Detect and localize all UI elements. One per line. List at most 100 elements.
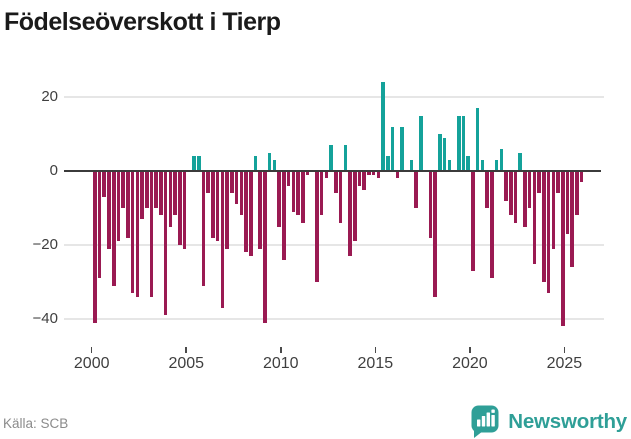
bar-2022-q4 bbox=[523, 171, 527, 227]
bar-2025-q3 bbox=[575, 171, 579, 216]
bar-2009-q2 bbox=[267, 152, 272, 171]
bar-2019-q4 bbox=[466, 156, 471, 171]
bar-2022-q2 bbox=[513, 171, 518, 223]
bar-2002-q1 bbox=[130, 171, 135, 294]
bar-2017-q4 bbox=[428, 171, 433, 238]
x-axis-tick-mark bbox=[469, 347, 471, 353]
newsworthy-badge-icon bbox=[470, 404, 501, 439]
x-axis-tick-label: 2010 bbox=[262, 355, 299, 372]
bar-2013-q3 bbox=[348, 171, 352, 257]
bar-2014-q2 bbox=[362, 171, 367, 190]
bar-2002-q3 bbox=[140, 171, 144, 220]
bar-2025-q4 bbox=[579, 171, 584, 183]
bar-2020-q2 bbox=[475, 108, 480, 171]
bar-2003-q3 bbox=[159, 171, 163, 216]
bar-2005-q2 bbox=[192, 156, 196, 171]
zero-axis-line bbox=[64, 169, 601, 173]
y-axis-tick-label: 20 bbox=[41, 88, 58, 105]
bar-2009-q4 bbox=[277, 171, 281, 227]
bar-2004-q3 bbox=[178, 171, 182, 245]
bar-2010-q1 bbox=[282, 171, 286, 260]
bar-2024-q4 bbox=[560, 171, 565, 327]
y-axis-tick-label: 0 bbox=[49, 162, 58, 179]
bar-2001-q1 bbox=[111, 171, 116, 286]
bar-2021-q4 bbox=[504, 171, 508, 201]
bar-2010-q3 bbox=[291, 171, 296, 212]
bar-2018-q3 bbox=[442, 137, 447, 171]
gridline bbox=[64, 244, 604, 246]
bar-2000-q1 bbox=[93, 171, 97, 323]
bar-2013-q4 bbox=[352, 171, 357, 242]
bar-2019-q2 bbox=[456, 115, 461, 171]
bar-2014-q1 bbox=[357, 171, 362, 186]
bar-2012-q3 bbox=[329, 145, 333, 171]
bar-2006-q3 bbox=[215, 171, 220, 242]
x-axis-tick-label: 2020 bbox=[452, 355, 488, 372]
bar-2015-q4 bbox=[390, 126, 395, 171]
gridline bbox=[64, 318, 604, 320]
bar-2001-q4 bbox=[126, 171, 130, 238]
newsworthy-logo[interactable]: Newsworthy bbox=[470, 404, 627, 439]
bar-2025-q1 bbox=[565, 171, 570, 234]
bar-2023-q1 bbox=[527, 171, 532, 208]
bar-2017-q2 bbox=[419, 115, 423, 171]
bar-2024-q1 bbox=[546, 171, 551, 294]
bar-2023-q4 bbox=[542, 171, 546, 282]
bar-2010-q4 bbox=[296, 171, 300, 216]
bar-2023-q3 bbox=[537, 171, 541, 194]
bar-2014-q3 bbox=[367, 171, 371, 175]
x-axis-tick-mark bbox=[563, 347, 566, 353]
bar-2007-q1 bbox=[225, 171, 229, 249]
bar-2010-q2 bbox=[286, 171, 291, 186]
bar-2020-q4 bbox=[485, 171, 489, 208]
bar-2001-q3 bbox=[121, 171, 125, 208]
bar-2022-q1 bbox=[508, 171, 513, 216]
y-axis-tick-label: −40 bbox=[32, 310, 58, 327]
gridline bbox=[64, 96, 604, 98]
bar-2018-q4 bbox=[447, 159, 452, 171]
bar-2017-q1 bbox=[414, 171, 419, 208]
x-axis-tick-label: 2015 bbox=[357, 355, 394, 372]
bar-2013-q1 bbox=[338, 171, 343, 223]
bar-2014-q4 bbox=[371, 171, 376, 175]
bar-2015-q2 bbox=[381, 82, 385, 171]
bar-2021-q3 bbox=[499, 148, 504, 171]
bar-2015-q3 bbox=[386, 156, 390, 171]
bar-2007-q4 bbox=[239, 171, 244, 216]
bar-2024-q2 bbox=[551, 171, 556, 249]
bar-2013-q2 bbox=[343, 145, 348, 171]
bar-2009-q1 bbox=[263, 171, 267, 323]
bar-2005-q4 bbox=[201, 171, 206, 286]
bar-2003-q2 bbox=[154, 171, 159, 208]
bar-2011-q1 bbox=[300, 171, 305, 223]
bar-2016-q4 bbox=[409, 159, 414, 171]
bar-2007-q2 bbox=[230, 171, 234, 194]
bar-2000-q3 bbox=[102, 171, 107, 197]
bar-2023-q2 bbox=[532, 171, 537, 264]
bar-2012-q2 bbox=[324, 171, 329, 179]
bar-2021-q2 bbox=[494, 159, 499, 171]
source-credit: Källa: SCB bbox=[3, 416, 69, 431]
x-axis-tick-mark bbox=[90, 347, 93, 353]
bar-2007-q3 bbox=[234, 171, 239, 205]
bar-2025-q2 bbox=[570, 171, 574, 268]
bar-2008-q3 bbox=[253, 156, 258, 171]
bar-2012-q1 bbox=[319, 171, 324, 216]
bar-2024-q3 bbox=[556, 171, 560, 194]
bar-2002-q4 bbox=[145, 171, 149, 208]
bar-2006-q4 bbox=[220, 171, 225, 308]
bar-2020-q1 bbox=[471, 171, 475, 271]
bar-2000-q2 bbox=[97, 171, 102, 279]
x-axis-tick-label: 2000 bbox=[73, 355, 110, 372]
bar-2009-q3 bbox=[272, 159, 277, 171]
bar-2006-q1 bbox=[206, 171, 211, 194]
x-axis-tick-label: 2025 bbox=[546, 355, 583, 372]
bar-2011-q2 bbox=[305, 171, 310, 175]
bar-2006-q2 bbox=[211, 171, 215, 238]
y-axis-tick-label: −20 bbox=[32, 236, 58, 253]
bar-2012-q4 bbox=[334, 171, 338, 194]
x-axis-tick-mark bbox=[374, 347, 377, 353]
bar-2021-q1 bbox=[490, 171, 494, 279]
bar-2002-q2 bbox=[135, 171, 140, 297]
